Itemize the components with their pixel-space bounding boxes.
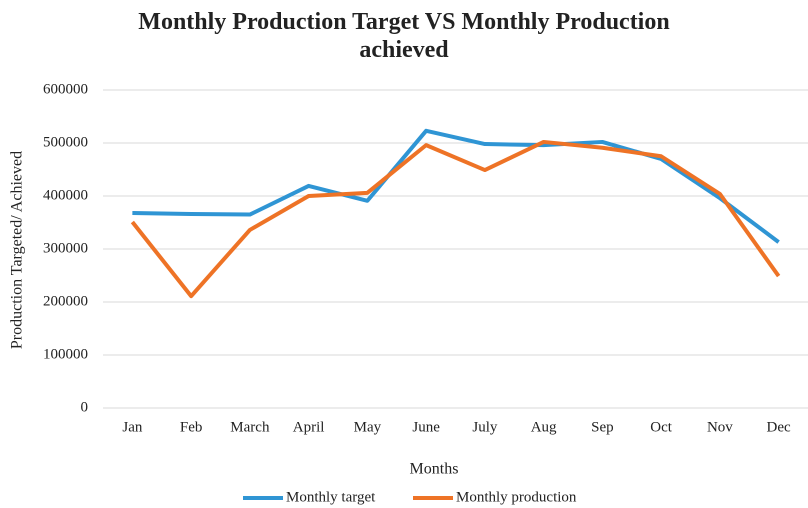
y-tick-label: 300000 <box>43 240 88 256</box>
x-tick-label: Nov <box>707 419 733 435</box>
y-tick-label: 600000 <box>43 81 88 97</box>
series-line <box>130 139 781 299</box>
x-tick-label: Dec <box>767 419 791 435</box>
y-tick-label: 400000 <box>43 187 88 203</box>
x-tick-label: June <box>412 419 440 435</box>
y-tick-label: 200000 <box>43 293 88 309</box>
x-tick-label: Jan <box>122 419 142 435</box>
x-tick-label: April <box>293 419 325 435</box>
y-tick-label: 100000 <box>43 346 88 362</box>
x-tick-label: Feb <box>180 419 203 435</box>
x-tick-label: Aug <box>531 419 557 435</box>
x-axis-label: Months <box>410 461 459 478</box>
legend-label: Monthly production <box>456 489 577 505</box>
x-tick-label: March <box>230 419 270 435</box>
x-tick-label: May <box>354 419 382 435</box>
chart-title: Monthly Production Target VS Monthly Pro… <box>138 9 670 63</box>
y-axis-label: Production Targeted/ Achieved <box>9 151 26 349</box>
y-tick-label: 500000 <box>43 134 88 150</box>
y-tick-label: 0 <box>81 399 89 415</box>
legend-label: Monthly target <box>286 489 376 505</box>
series-line <box>132 128 780 244</box>
x-tick-label: July <box>472 419 498 435</box>
x-tick-label: Oct <box>650 419 672 435</box>
x-tick-label: Sep <box>591 419 614 435</box>
